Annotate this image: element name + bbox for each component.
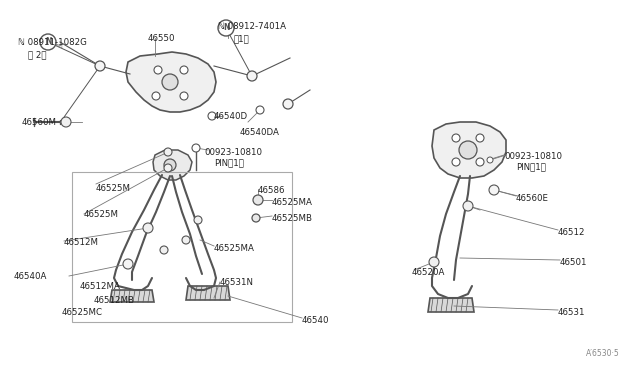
Polygon shape — [186, 286, 230, 300]
Text: 46540: 46540 — [302, 316, 330, 325]
Circle shape — [160, 246, 168, 254]
Polygon shape — [126, 52, 216, 112]
Circle shape — [476, 134, 484, 142]
Circle shape — [218, 20, 234, 36]
Text: 46560E: 46560E — [516, 194, 549, 203]
Circle shape — [253, 195, 263, 205]
Circle shape — [283, 99, 293, 109]
Circle shape — [162, 74, 178, 90]
Circle shape — [247, 71, 257, 81]
Circle shape — [164, 159, 176, 171]
Circle shape — [194, 216, 202, 224]
Circle shape — [252, 214, 260, 222]
Circle shape — [61, 117, 71, 127]
Circle shape — [256, 106, 264, 114]
Text: 46512: 46512 — [558, 228, 586, 237]
Circle shape — [463, 201, 473, 211]
Text: 00923-10810: 00923-10810 — [504, 152, 562, 161]
Text: 46550: 46550 — [148, 34, 175, 43]
Text: 〈 2〉: 〈 2〉 — [28, 50, 47, 59]
Text: ℕ 08911-1082G: ℕ 08911-1082G — [18, 38, 87, 47]
Text: A′6530·5: A′6530·5 — [586, 349, 620, 358]
Circle shape — [164, 148, 172, 156]
Circle shape — [154, 66, 162, 74]
Text: 46512M: 46512M — [64, 238, 99, 247]
Circle shape — [487, 157, 493, 163]
Circle shape — [40, 34, 56, 50]
Circle shape — [429, 257, 439, 267]
Circle shape — [476, 158, 484, 166]
Polygon shape — [110, 290, 154, 302]
Text: 46525MC: 46525MC — [62, 308, 103, 317]
Text: 46586: 46586 — [258, 186, 285, 195]
Polygon shape — [153, 150, 192, 180]
Text: 46501: 46501 — [560, 258, 588, 267]
Text: N: N — [223, 23, 229, 32]
Text: 46525MB: 46525MB — [272, 214, 313, 223]
Text: 46560M: 46560M — [22, 118, 57, 127]
Text: 46525MA: 46525MA — [214, 244, 255, 253]
Text: 46512MB: 46512MB — [94, 296, 135, 305]
Circle shape — [489, 185, 499, 195]
Circle shape — [182, 236, 190, 244]
Text: 46531: 46531 — [558, 308, 586, 317]
Circle shape — [452, 134, 460, 142]
Bar — [72, 172, 292, 322]
Text: 46525M: 46525M — [96, 184, 131, 193]
Text: 46525M: 46525M — [84, 210, 119, 219]
Text: PINよ1〉: PINよ1〉 — [516, 162, 546, 171]
Polygon shape — [432, 122, 506, 178]
Circle shape — [164, 164, 172, 172]
Text: 46540D: 46540D — [214, 112, 248, 121]
Text: よ1〉: よ1〉 — [234, 34, 250, 43]
Circle shape — [180, 92, 188, 100]
Circle shape — [180, 66, 188, 74]
Polygon shape — [428, 298, 474, 312]
Circle shape — [208, 112, 216, 120]
Text: ℕ 08912-7401A: ℕ 08912-7401A — [218, 22, 286, 31]
Circle shape — [143, 223, 153, 233]
Text: 46512MA: 46512MA — [80, 282, 121, 291]
Circle shape — [459, 141, 477, 159]
Text: 46520A: 46520A — [412, 268, 445, 277]
Text: 46531N: 46531N — [220, 278, 254, 287]
Text: N: N — [45, 38, 51, 46]
Circle shape — [452, 158, 460, 166]
Text: 46540A: 46540A — [14, 272, 47, 281]
Circle shape — [95, 61, 105, 71]
Text: 46540DA: 46540DA — [240, 128, 280, 137]
Text: 00923-10810: 00923-10810 — [204, 148, 262, 157]
Circle shape — [123, 259, 133, 269]
Text: PINよ1〉: PINよ1〉 — [214, 158, 244, 167]
Circle shape — [192, 144, 200, 152]
Text: 46525MA: 46525MA — [272, 198, 313, 207]
Circle shape — [152, 92, 160, 100]
